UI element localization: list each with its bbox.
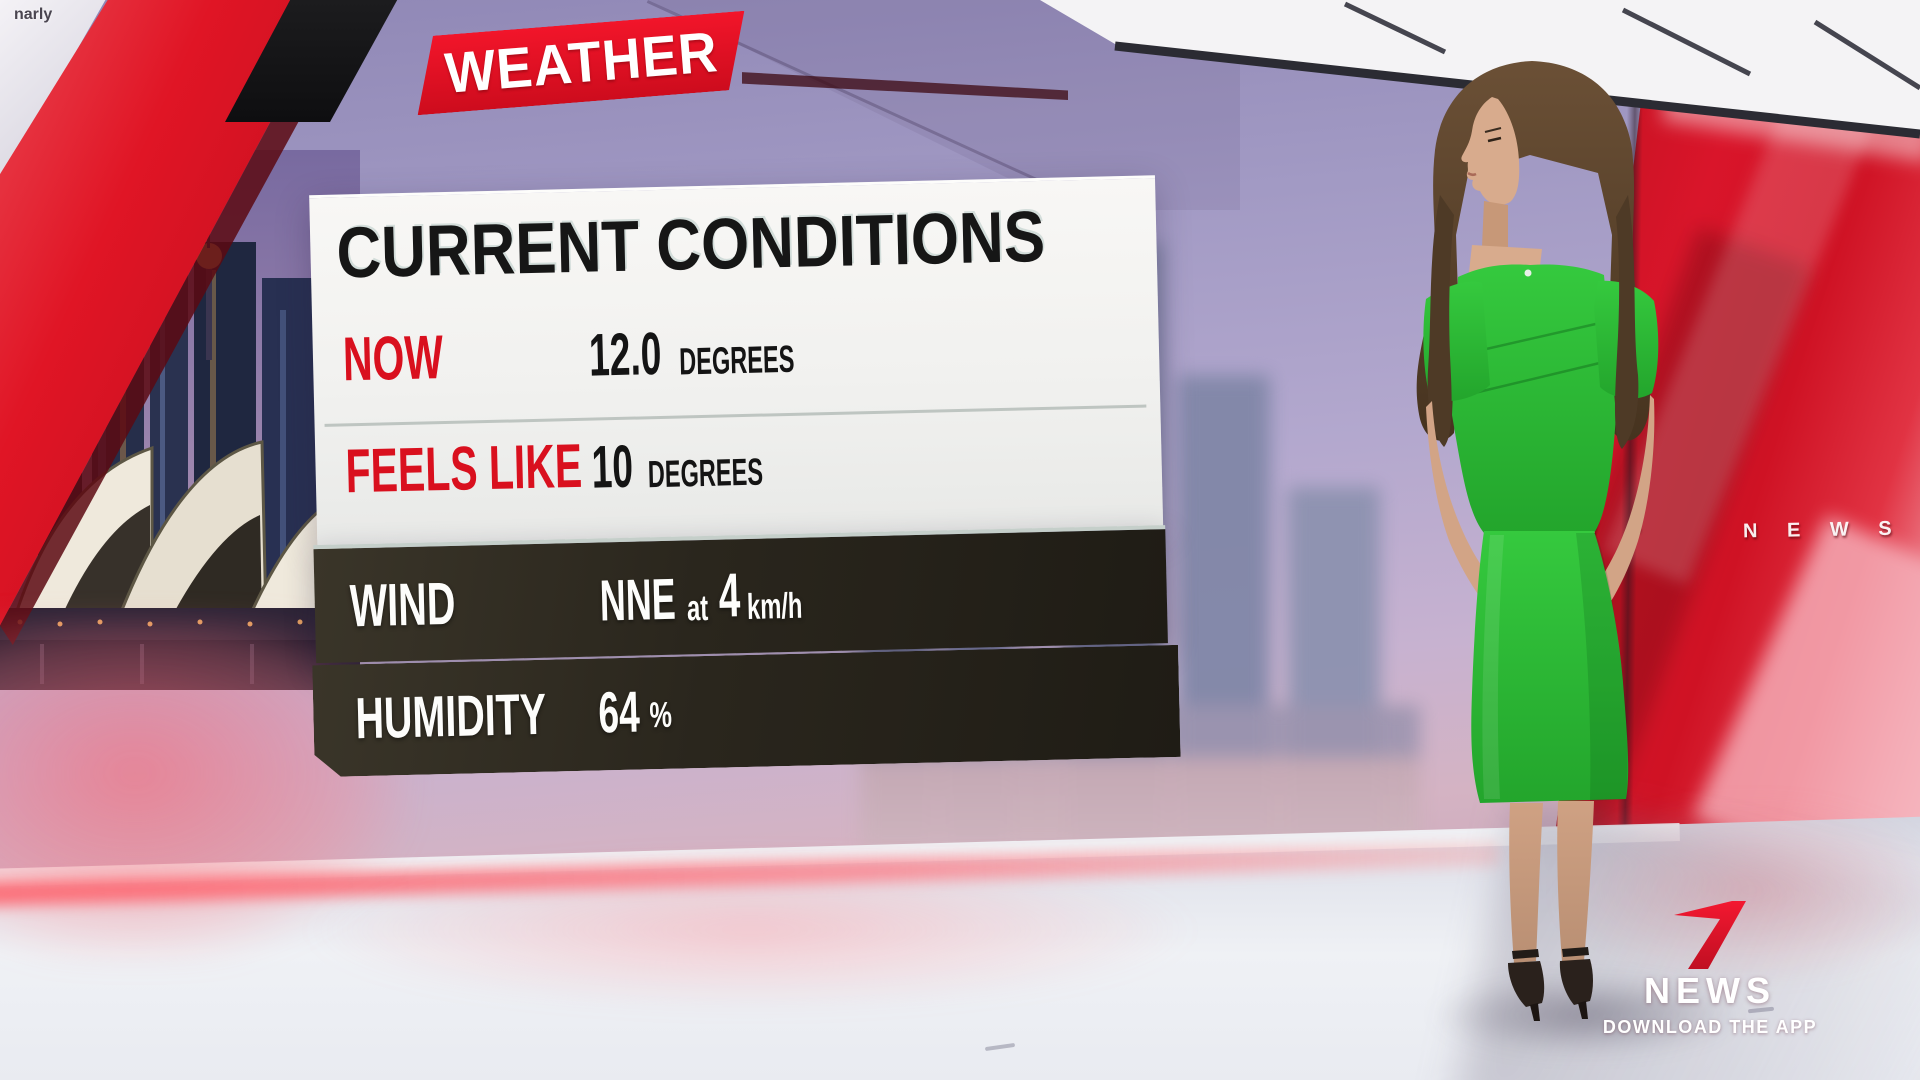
wind-row: WIND NNE at 4 km/h (313, 525, 1168, 664)
feels-like-unit: DEGREES (647, 451, 764, 497)
presenter-dress-bodice (1452, 264, 1616, 533)
presenter-leg-left (1509, 803, 1543, 963)
watermark: narly (14, 6, 53, 23)
presenter-shoes (1508, 947, 1593, 1021)
now-label: NOW (342, 323, 444, 395)
presenter-dress-skirt (1471, 531, 1629, 803)
presenter-neck (1482, 201, 1508, 251)
humidity-unit: % (648, 693, 673, 736)
seven-news-logo: NEWS DOWNLOAD THE APP (1590, 893, 1830, 1048)
floor-pink-reflection-right (1560, 800, 1920, 980)
wind-unit: km/h (746, 584, 803, 627)
presenter (1416, 61, 1659, 1021)
wind-direction: NNE (599, 566, 677, 634)
row-divider (324, 404, 1147, 427)
wind-speed: 4 (717, 561, 741, 631)
wind-label: WIND (349, 569, 457, 640)
now-value: 12.0 (588, 319, 663, 389)
presenter-leg-right (1557, 801, 1594, 961)
presenter-face (1461, 97, 1520, 205)
humidity-value: 64 (597, 679, 641, 746)
presenter-hair-strand (1614, 195, 1639, 449)
news-marquee-right: N E W S (1742, 517, 1904, 543)
presenter-eyebrow (1484, 127, 1502, 133)
set-panel-pink-glow (1692, 515, 1920, 836)
presenter-eye (1487, 136, 1502, 143)
seven-network-icon (1674, 901, 1746, 969)
panel-title: CURRENT CONDITIONS (335, 196, 1046, 294)
feels-like-value: 10 (590, 432, 634, 501)
logo-name: NEWS (1644, 970, 1776, 1011)
wind-connector: at (686, 586, 709, 629)
now-unit: DEGREES (678, 338, 795, 384)
presenter-lips (1467, 171, 1477, 177)
feels-like-label: FEELS LIKE (344, 431, 583, 507)
weather-banner-label: WEATHER (442, 20, 720, 106)
skirt-shade (1576, 533, 1628, 801)
current-conditions-panel: CURRENT CONDITIONS NOW 12.0 DEGREES FEEL… (293, 175, 1197, 788)
presenter-hair-strand (1427, 195, 1454, 447)
humidity-label: HUMIDITY (354, 681, 547, 752)
floor-pink-reflection-center (300, 850, 1200, 1010)
humidity-row: HUMIDITY 64 % (312, 645, 1180, 777)
conditions-light-section: CURRENT CONDITIONS NOW 12.0 DEGREES FEEL… (309, 175, 1164, 549)
skirt-highlight (1482, 535, 1504, 799)
presenter-mic-clip (1524, 269, 1532, 277)
logo-tagline: DOWNLOAD THE APP (1602, 1017, 1818, 1037)
